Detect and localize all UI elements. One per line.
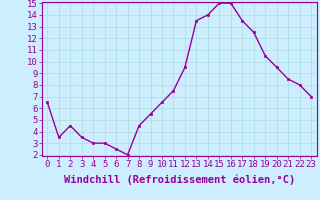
X-axis label: Windchill (Refroidissement éolien,°C): Windchill (Refroidissement éolien,°C) xyxy=(64,175,295,185)
